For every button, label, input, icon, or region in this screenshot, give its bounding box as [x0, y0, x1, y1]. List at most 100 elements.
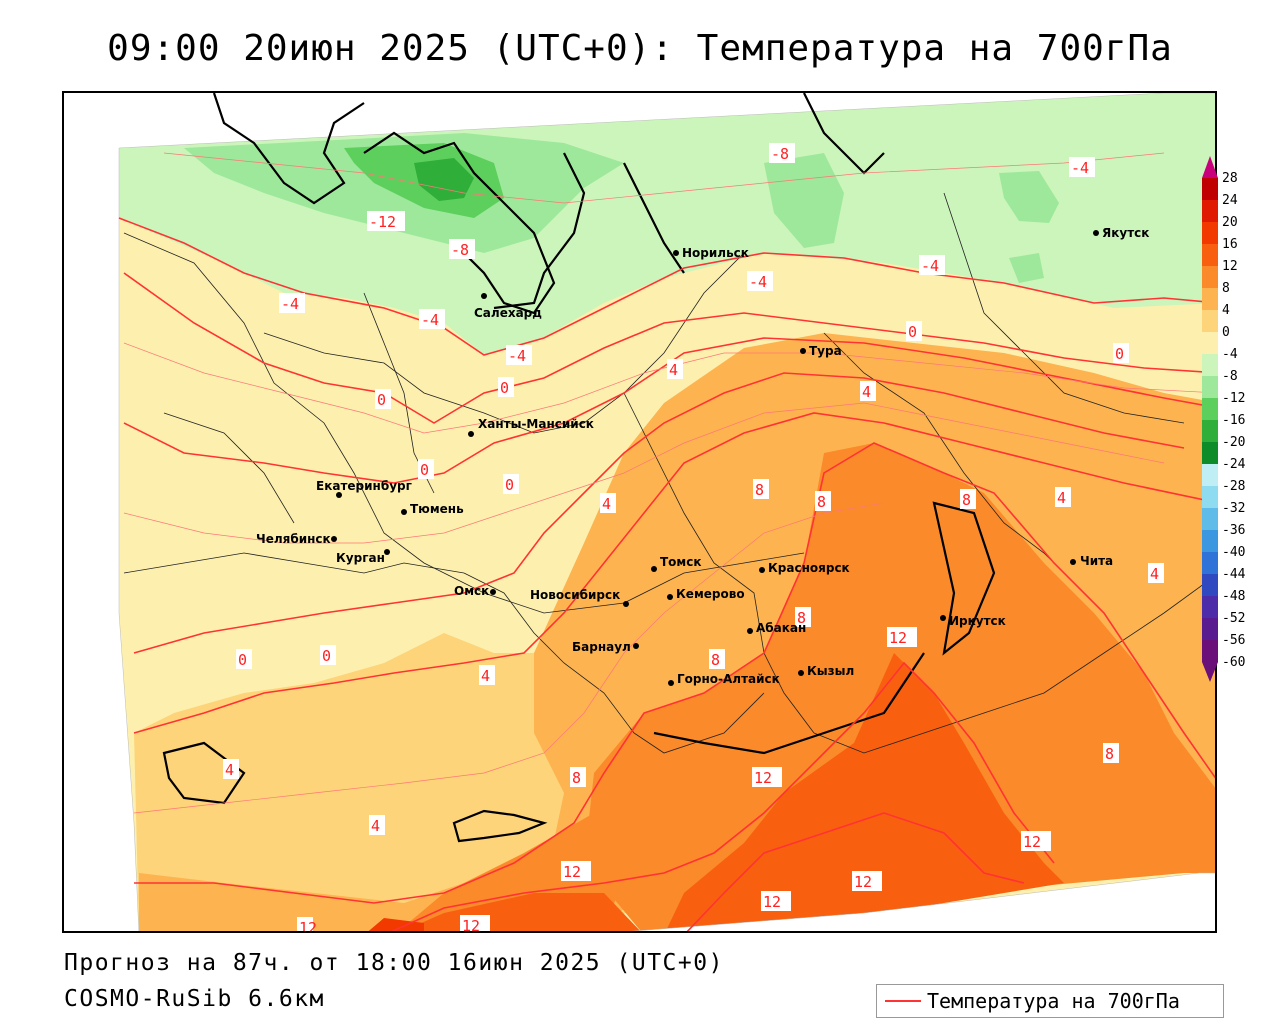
svg-text:Челябинск: Челябинск [256, 532, 331, 546]
svg-text:Якутск: Якутск [1102, 226, 1149, 240]
colorbar-tick-label: -60 [1222, 655, 1246, 670]
svg-text:4: 4 [371, 817, 380, 835]
colorbar-tick-label: 8 [1222, 281, 1230, 296]
svg-text:8: 8 [1105, 745, 1114, 763]
contour-label: 8 [753, 479, 769, 499]
contour-label: 12 [460, 915, 490, 931]
temperature-map: -12 -8 -8 -4 -4 -4 -4 -4 -4 0 0 0 0 0 0 … [118, 93, 1215, 933]
contour-labels: -12 -8 -8 -4 -4 -4 -4 -4 -4 0 0 0 0 0 0 … [223, 143, 1164, 933]
contour-label: 4 [600, 493, 616, 513]
colorbar-tick-label: 20 [1222, 215, 1238, 230]
city-marker: Якутск [1093, 226, 1149, 240]
contour-label: -8 [769, 143, 795, 163]
temperature-fill [119, 93, 1215, 931]
svg-text:0: 0 [377, 391, 386, 409]
svg-text:12: 12 [563, 863, 581, 881]
contour-label: 12 [1021, 831, 1051, 851]
contour-label: -4 [279, 293, 305, 313]
colorbar-swatch [1202, 574, 1218, 596]
colorbar-tick-label: -20 [1222, 435, 1246, 450]
city-marker: Горно-Алтайск [668, 672, 780, 686]
svg-text:Иркутск: Иркутск [949, 614, 1006, 628]
svg-text:-4: -4 [508, 347, 526, 365]
svg-text:4: 4 [669, 361, 678, 379]
svg-text:-4: -4 [1071, 159, 1089, 177]
contour-label: 4 [369, 815, 385, 835]
colorbar-swatch [1202, 288, 1218, 310]
svg-text:0: 0 [500, 379, 509, 397]
city-marker: Тюмень [401, 502, 464, 516]
svg-text:Барнаул: Барнаул [572, 640, 631, 654]
city-marker: Барнаул [572, 640, 639, 654]
contour-label: 8 [960, 489, 976, 509]
svg-text:Омск: Омск [454, 584, 489, 598]
colorbar-tick-label: -40 [1222, 545, 1246, 560]
contour-label: 8 [815, 491, 831, 511]
contour-label: 12 [297, 917, 317, 933]
svg-text:Екатеринбург: Екатеринбург [316, 479, 412, 493]
contour-label: 0 [503, 474, 519, 494]
svg-text:12: 12 [1023, 833, 1041, 851]
svg-text:Ханты-Мансийск: Ханты-Мансийск [478, 417, 594, 431]
temperature-colorbar: 28 24 20 16 12 8 4 0 -4 -8 -12 -16 -20 -24 -28 -32 -36 -4… [1200, 156, 1280, 696]
colorbar-swatch [1202, 398, 1218, 420]
svg-text:0: 0 [505, 476, 514, 494]
contour-label: -4 [1069, 157, 1095, 177]
svg-text:12: 12 [763, 893, 781, 911]
city-marker: Иркутск [940, 614, 1006, 628]
svg-text:Кемерово: Кемерово [676, 587, 745, 601]
svg-text:Новосибирск: Новосибирск [530, 588, 620, 602]
colorbar-tick-label: -24 [1222, 457, 1246, 472]
city-marker: Екатеринбург [316, 479, 412, 498]
colorbar-swatch [1202, 420, 1218, 442]
svg-text:8: 8 [962, 491, 971, 509]
colorbar-tick-label: -12 [1222, 391, 1246, 406]
contour-label: 0 [498, 377, 514, 397]
colorbar-swatch [1202, 442, 1218, 464]
svg-text:8: 8 [755, 481, 764, 499]
contour-label: 8 [709, 649, 725, 669]
colorbar-swatch [1202, 354, 1218, 376]
svg-text:0: 0 [322, 647, 331, 665]
temperature-contours [118, 217, 1215, 931]
colorbar-swatch [1202, 552, 1218, 574]
contour-label: 4 [1055, 487, 1071, 507]
colorbar-swatch [1202, 244, 1218, 266]
colorbar-swatch [1202, 332, 1218, 354]
svg-text:-8: -8 [451, 241, 469, 259]
svg-text:12: 12 [299, 919, 317, 933]
svg-text:Норильск: Норильск [682, 246, 749, 260]
contour-label: 4 [860, 381, 876, 401]
contour-label: 4 [223, 759, 239, 779]
city-marker: Новосибирск [530, 588, 629, 607]
model-info: COSMO-RuSib 6.6км [64, 986, 325, 1012]
contour-label: 12 [887, 627, 917, 647]
svg-text:4: 4 [1057, 489, 1066, 507]
legend: Температура на 700гПа [876, 984, 1224, 1018]
contour-label: -4 [747, 271, 773, 291]
colorbar-swatch [1202, 618, 1218, 640]
svg-text:-4: -4 [921, 257, 939, 275]
city-marker: Норильск [673, 246, 749, 260]
colorbar-tick-label: 12 [1222, 259, 1238, 274]
colorbar-tick-label: -28 [1222, 479, 1246, 494]
colorbar-tick-label: 4 [1222, 303, 1230, 318]
svg-text:0: 0 [1115, 345, 1124, 363]
svg-text:-4: -4 [421, 311, 439, 329]
colorbar-bottom-arrow [1202, 662, 1218, 682]
colorbar-tick-label: -36 [1222, 523, 1246, 538]
svg-text:-4: -4 [749, 273, 767, 291]
forecast-info: Прогноз на 87ч. от 18:00 16июн 2025 (UTC… [64, 950, 724, 976]
colorbar-tick-label: -52 [1222, 611, 1246, 626]
city-marker: Абакан [747, 621, 806, 635]
domain-outline [118, 93, 1215, 931]
colorbar-tick-label: -32 [1222, 501, 1246, 516]
contour-label: 0 [375, 389, 391, 409]
colorbar-tick-label: -16 [1222, 413, 1246, 428]
svg-text:0: 0 [908, 323, 917, 341]
svg-text:4: 4 [1150, 565, 1159, 583]
colorbar-swatch [1202, 178, 1218, 200]
colorbar-tick-label: 24 [1222, 193, 1238, 208]
legend-label: Температура на 700гПа [927, 989, 1180, 1013]
colorbar-swatch [1202, 376, 1218, 398]
